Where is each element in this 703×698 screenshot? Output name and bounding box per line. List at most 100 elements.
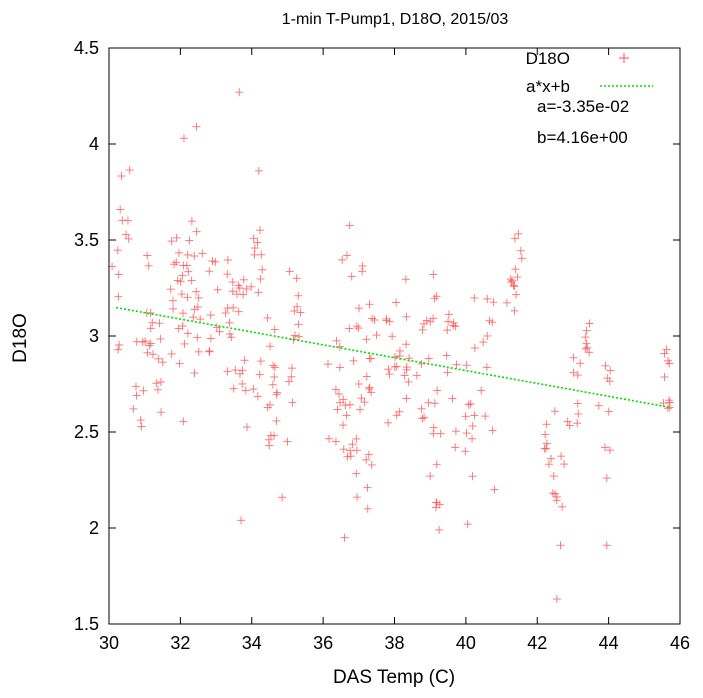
fit-line xyxy=(115,306,670,409)
data-point xyxy=(429,429,438,438)
data-point xyxy=(253,238,262,247)
data-point xyxy=(172,258,181,267)
data-point xyxy=(550,407,559,416)
data-point xyxy=(205,267,214,276)
data-point xyxy=(603,374,612,383)
data-point xyxy=(129,404,138,413)
annotation-intercept: b=4.16e+00 xyxy=(537,128,628,147)
data-point xyxy=(184,267,193,276)
data-point xyxy=(362,455,371,464)
data-point xyxy=(206,334,215,343)
data-point xyxy=(420,413,429,422)
data-point xyxy=(424,398,433,407)
data-point xyxy=(354,324,363,333)
data-point xyxy=(346,400,355,409)
data-point xyxy=(114,345,123,354)
data-point xyxy=(418,325,427,334)
data-point xyxy=(256,357,265,366)
data-point xyxy=(345,324,354,333)
data-point xyxy=(266,342,275,351)
data-point xyxy=(354,379,363,388)
data-point xyxy=(442,351,451,360)
data-point xyxy=(154,354,163,363)
data-point xyxy=(510,234,519,243)
data-point xyxy=(272,390,281,399)
data-point xyxy=(132,391,141,400)
data-point xyxy=(196,315,205,324)
data-point xyxy=(419,319,428,328)
data-point xyxy=(185,236,194,245)
data-point xyxy=(392,298,401,307)
data-point xyxy=(365,384,374,393)
data-point xyxy=(488,426,497,435)
data-point xyxy=(582,326,591,335)
data-point xyxy=(574,409,583,418)
data-point xyxy=(292,274,301,283)
points-layer xyxy=(108,88,674,604)
data-point xyxy=(215,327,224,336)
data-point xyxy=(152,379,161,388)
data-point xyxy=(118,216,127,225)
data-point xyxy=(334,389,343,398)
data-point xyxy=(384,418,393,427)
data-point xyxy=(541,430,550,439)
data-point xyxy=(363,483,372,492)
data-point xyxy=(477,386,486,395)
data-point xyxy=(659,399,668,408)
data-point xyxy=(192,287,201,296)
y-tick-label: 4 xyxy=(89,134,99,154)
data-point xyxy=(367,460,376,469)
y-axis-ticks: 1.5 2 2.5 3 3.5 4 4.5 xyxy=(74,38,680,634)
data-point xyxy=(552,492,561,501)
data-point xyxy=(270,325,279,334)
data-point xyxy=(143,348,152,357)
data-point xyxy=(263,403,272,412)
data-point xyxy=(352,434,361,443)
data-point xyxy=(470,293,479,302)
data-point xyxy=(290,307,299,316)
data-point xyxy=(660,373,669,382)
data-point xyxy=(153,385,162,394)
data-point xyxy=(189,313,198,322)
data-point xyxy=(582,339,591,348)
data-point xyxy=(402,312,411,321)
data-point xyxy=(444,317,453,326)
data-point xyxy=(355,304,364,313)
data-point xyxy=(139,386,148,395)
data-point xyxy=(430,399,439,408)
data-point xyxy=(333,405,342,414)
data-point xyxy=(347,272,356,281)
data-point xyxy=(114,270,123,279)
data-point xyxy=(395,407,404,416)
data-point xyxy=(192,122,201,131)
data-point xyxy=(517,254,526,263)
data-point xyxy=(573,419,582,428)
data-point xyxy=(348,440,357,449)
data-point xyxy=(182,261,191,270)
data-point xyxy=(257,250,266,259)
data-point xyxy=(144,261,153,270)
data-point xyxy=(576,359,585,368)
data-point xyxy=(180,339,189,348)
data-point xyxy=(443,326,452,335)
data-point xyxy=(157,377,166,386)
data-point xyxy=(235,369,244,378)
data-point xyxy=(602,541,611,550)
x-tick-label: 30 xyxy=(99,633,119,653)
data-point xyxy=(365,383,374,392)
data-point xyxy=(166,285,175,294)
data-point xyxy=(569,368,578,377)
data-point xyxy=(249,385,258,394)
data-point xyxy=(660,349,669,358)
y-tick-label: 4.5 xyxy=(74,38,99,58)
data-point xyxy=(228,287,237,296)
x-axis-ticks: 30 32 34 36 38 40 42 44 46 xyxy=(99,48,690,653)
data-point xyxy=(294,332,303,341)
data-point xyxy=(193,333,202,342)
data-point xyxy=(489,298,498,307)
data-point xyxy=(516,246,525,255)
data-point xyxy=(332,336,341,345)
data-point xyxy=(479,338,488,347)
x-tick-label: 44 xyxy=(599,633,619,653)
